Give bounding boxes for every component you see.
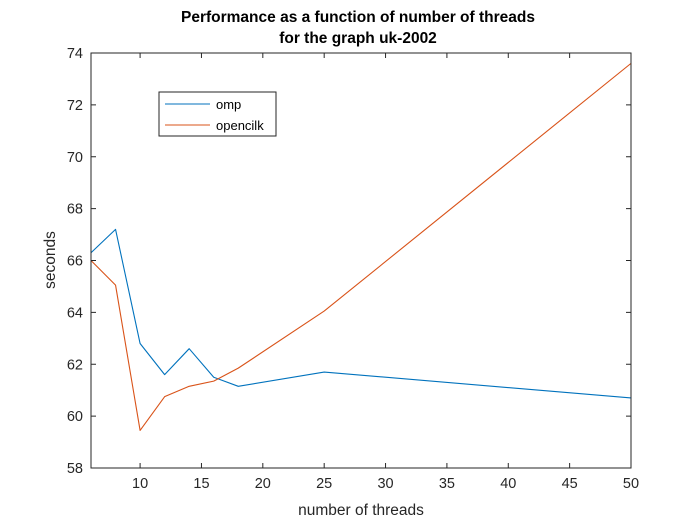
legend-label-opencilk: opencilk bbox=[216, 118, 264, 133]
legend-box bbox=[158, 91, 277, 137]
y-tick-label: 68 bbox=[67, 202, 83, 218]
x-tick-label: 50 bbox=[623, 476, 639, 492]
y-tick-label: 58 bbox=[67, 461, 83, 477]
ticks-layer: 10 15 20 25 30 35 40 45 50 58 60 62 64 66 68 70 72 74 bbox=[67, 46, 639, 492]
y-axis-label: seconds bbox=[42, 231, 59, 289]
legend-label-omp: omp bbox=[216, 97, 241, 112]
y-tick-label: 66 bbox=[67, 254, 83, 270]
y-tick-label: 74 bbox=[67, 46, 83, 62]
y-tick-label: 70 bbox=[67, 150, 83, 166]
x-tick-label: 35 bbox=[439, 476, 455, 492]
x-tick-label: 30 bbox=[377, 476, 393, 492]
y-tick-label: 60 bbox=[67, 409, 83, 425]
x-axis-label: number of threads bbox=[298, 502, 424, 519]
x-tick-label: 45 bbox=[562, 476, 578, 492]
chart-title-line-2: for the graph uk-2002 bbox=[279, 30, 437, 47]
x-tick-label: 15 bbox=[193, 476, 209, 492]
y-tick-label: 62 bbox=[67, 357, 83, 373]
x-tick-label: 25 bbox=[316, 476, 332, 492]
x-tick-label: 10 bbox=[132, 476, 148, 492]
y-tick-label: 64 bbox=[67, 305, 83, 321]
legend: omp opencilk bbox=[158, 91, 277, 137]
series-line-omp bbox=[90, 228, 632, 399]
x-tick-label: 40 bbox=[500, 476, 516, 492]
chart-title-line-1: Performance as a function of number of t… bbox=[181, 9, 535, 26]
series-line-opencilk bbox=[90, 62, 632, 431]
x-tick-label: 20 bbox=[255, 476, 271, 492]
series-layer bbox=[90, 62, 632, 431]
y-tick-label: 72 bbox=[67, 98, 83, 114]
